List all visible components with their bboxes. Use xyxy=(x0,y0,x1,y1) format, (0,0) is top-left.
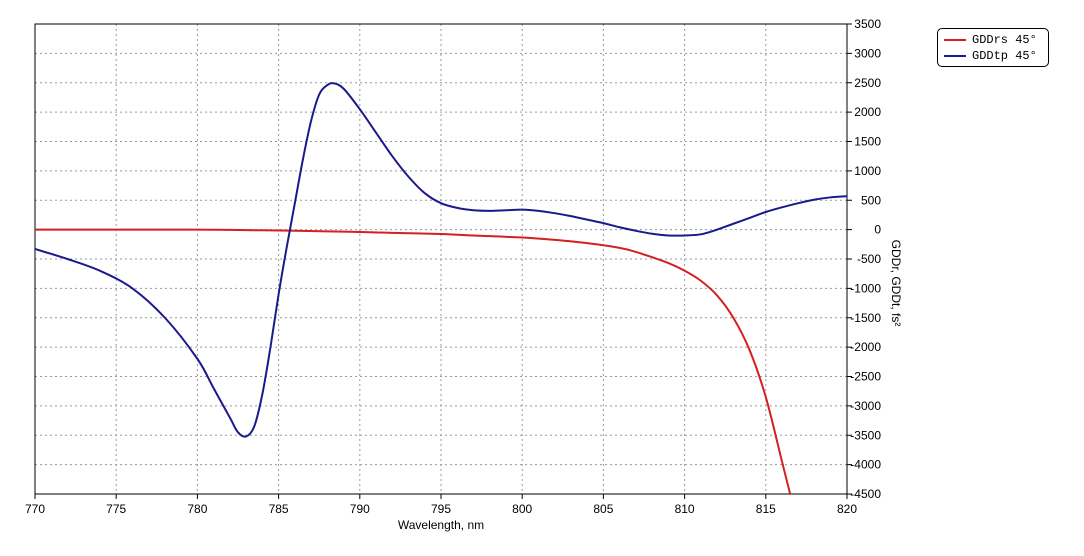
y-tick-label: -1000 xyxy=(850,281,881,295)
legend-item-gddtp: GDDtp 45° xyxy=(944,48,1048,64)
legend-swatch-gddrs xyxy=(944,39,966,41)
y-tick-label: -4000 xyxy=(850,458,881,472)
y-axis-title: GDDr, GDDt, fs² xyxy=(889,240,903,327)
y-tick-label: 500 xyxy=(861,193,881,207)
legend: GDDrs 45° GDDtp 45° xyxy=(937,28,1049,67)
x-tick-label: 800 xyxy=(512,502,532,516)
x-tick-label: 770 xyxy=(25,502,45,516)
y-tick-label: 2000 xyxy=(854,105,881,119)
legend-label-gddtp: GDDtp 45° xyxy=(972,49,1037,63)
y-tick-label: 1500 xyxy=(854,135,881,149)
y-tick-label: -2500 xyxy=(850,370,881,384)
x-tick-label: 810 xyxy=(675,502,695,516)
y-tick-label: 0 xyxy=(874,223,881,237)
y-tick-label: 3000 xyxy=(854,46,881,60)
y-tick-label: 1000 xyxy=(854,164,881,178)
y-tick-label: -3500 xyxy=(850,428,881,442)
y-tick-label: 3500 xyxy=(854,17,881,31)
x-tick-label: 790 xyxy=(350,502,370,516)
y-tick-label: -1500 xyxy=(850,311,881,325)
legend-swatch-gddtp xyxy=(944,55,966,57)
x-tick-label: 815 xyxy=(756,502,776,516)
y-tick-label: -3000 xyxy=(850,399,881,413)
y-tick-label: -4500 xyxy=(850,487,881,501)
grid xyxy=(35,24,847,494)
x-axis: 770 775 780 785 790 795 800 805 810 815 820 xyxy=(25,494,857,516)
x-axis-title: Wavelength, nm xyxy=(398,518,484,532)
y-tick-label: -500 xyxy=(857,252,881,266)
y-tick-label: -2000 xyxy=(850,340,881,354)
x-tick-label: 775 xyxy=(106,502,126,516)
x-tick-label: 805 xyxy=(593,502,613,516)
legend-label-gddrs: GDDrs 45° xyxy=(972,33,1037,47)
y-tick-label: 2500 xyxy=(854,76,881,90)
y-axis: 3500 3000 2500 2000 1500 1000 500 0 -500 -1000 -15… xyxy=(847,17,881,501)
x-tick-label: 795 xyxy=(431,502,451,516)
legend-item-gddrs: GDDrs 45° xyxy=(944,32,1048,48)
x-tick-label: 785 xyxy=(269,502,289,516)
series-group xyxy=(35,82,847,494)
series-line-0 xyxy=(35,228,792,494)
x-tick-label: 780 xyxy=(187,502,207,516)
series-line-1 xyxy=(35,82,847,438)
x-tick-label: 820 xyxy=(837,502,857,516)
